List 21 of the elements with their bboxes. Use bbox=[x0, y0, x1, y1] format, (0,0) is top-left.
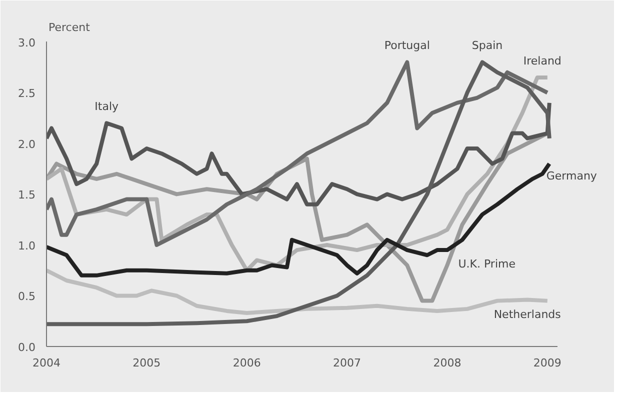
x-tick-label: 2008 bbox=[433, 356, 462, 370]
annotation: Spain bbox=[472, 39, 503, 52]
y-axis-title: Percent bbox=[48, 20, 91, 34]
y-tick-label: 1.5 bbox=[18, 188, 36, 202]
annotation: Italy bbox=[94, 100, 120, 114]
y-tick-label: 3.0 bbox=[18, 36, 36, 50]
y-tick-label: 2.0 bbox=[18, 138, 36, 151]
y-tick-label: 2.5 bbox=[18, 87, 36, 100]
y-tick-label: 1.0 bbox=[18, 239, 36, 252]
x-tick-label: 2005 bbox=[132, 356, 161, 370]
x-tick-label: 2004 bbox=[32, 356, 61, 370]
annotation: Netherlands bbox=[494, 308, 562, 321]
x-tick-label: 2007 bbox=[333, 356, 362, 370]
annotation: Portugal bbox=[384, 39, 430, 52]
x-tick-label: 2006 bbox=[232, 356, 261, 370]
annotation: U.K. Prime bbox=[458, 258, 516, 271]
y-tick-label: 0.5 bbox=[18, 290, 36, 304]
y-tick-label: 0.0 bbox=[18, 341, 36, 354]
x-tick-label: 2009 bbox=[533, 356, 562, 370]
annotation: Ireland bbox=[523, 54, 562, 68]
annotation: Germany bbox=[546, 169, 598, 182]
